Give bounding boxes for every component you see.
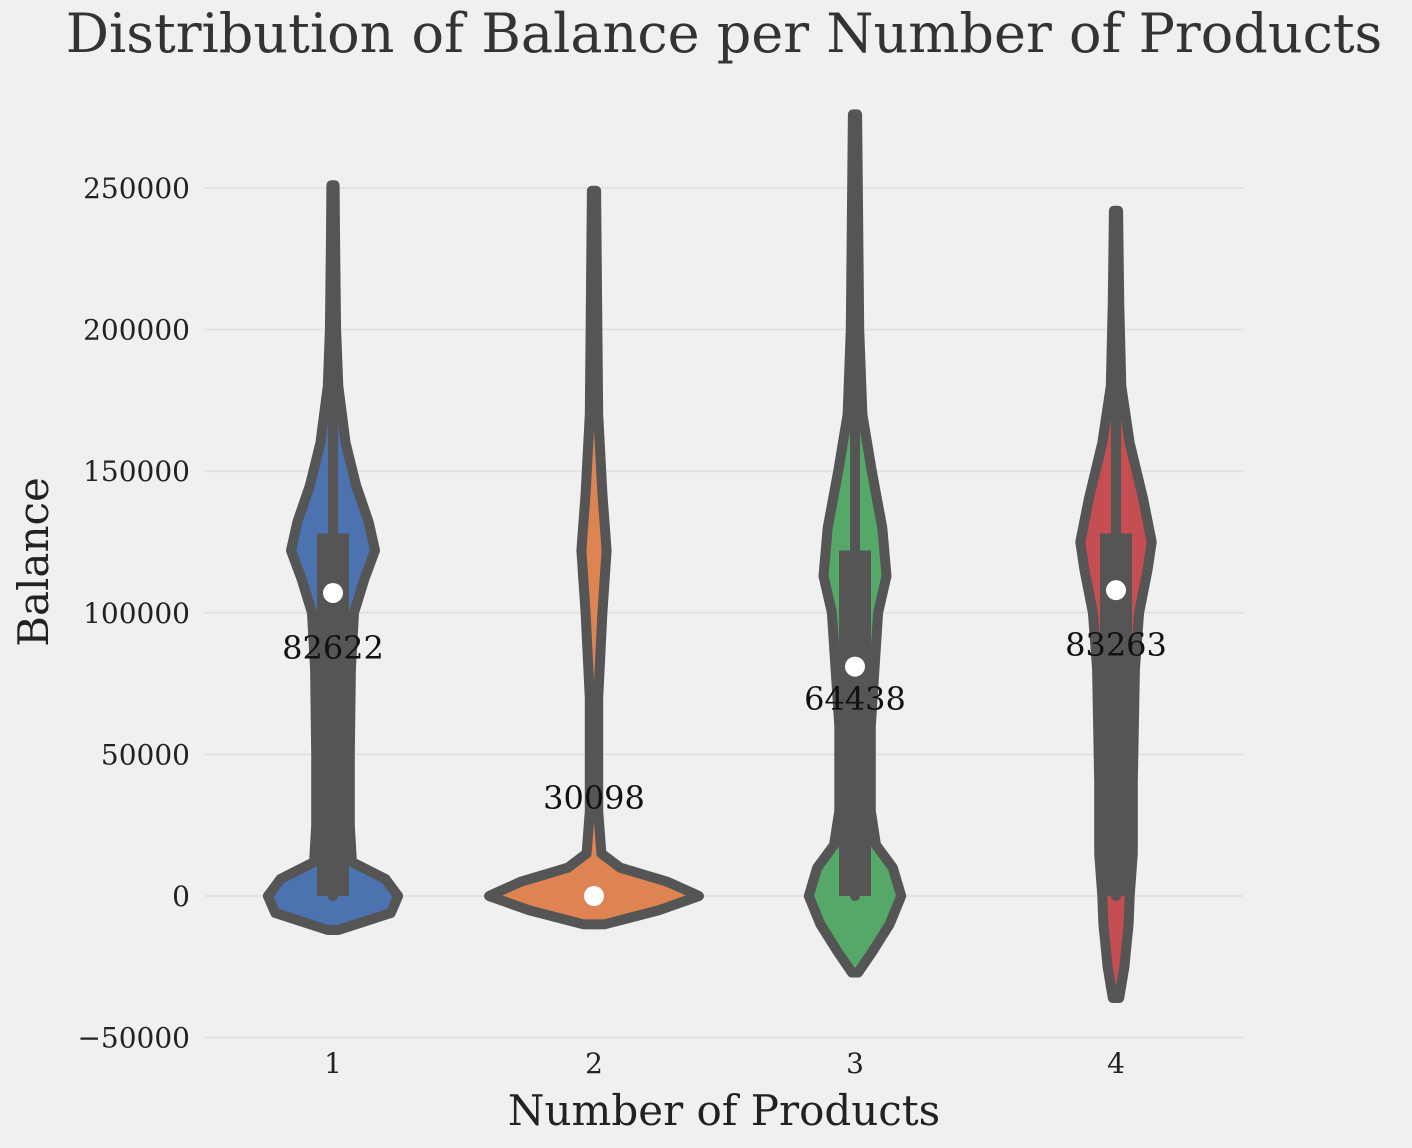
iqr-box	[839, 550, 871, 896]
x-tick-label: 2	[585, 1047, 603, 1080]
annotations: 82622 30098 64438 83263	[282, 626, 1167, 817]
y-tick-label: 250000	[83, 172, 190, 205]
median-dot	[1106, 580, 1126, 601]
mean-annotation: 83263	[1065, 626, 1167, 664]
median-dot	[584, 886, 604, 906]
x-tick-label: 4	[1107, 1047, 1125, 1080]
y-tick-label: 100000	[83, 597, 190, 630]
violin-body	[484, 185, 704, 930]
y-axis-label: Balance	[9, 477, 58, 647]
violins	[262, 109, 1157, 1003]
x-axis-label: Number of Products	[508, 1086, 941, 1135]
median-dot	[323, 582, 343, 603]
y-tick-label: −50000	[77, 1022, 190, 1055]
x-tick-label: 1	[324, 1047, 342, 1080]
y-tick-label: 0	[172, 880, 190, 913]
mean-annotation: 64438	[804, 680, 906, 718]
y-tick-label: 150000	[83, 455, 190, 488]
mean-annotation: 30098	[543, 779, 645, 817]
mean-annotation: 82622	[282, 629, 384, 667]
x-tick-label: 3	[846, 1047, 864, 1080]
chart-title: Distribution of Balance per Number of Pr…	[66, 2, 1383, 65]
x-tick-labels: 1 2 3 4	[324, 1047, 1125, 1080]
y-tick-label: 200000	[83, 314, 190, 347]
median-dot	[845, 656, 865, 677]
y-tick-label: 50000	[101, 738, 190, 771]
y-tick-labels: −50000 0 50000 100000 150000 200000 250000	[77, 172, 190, 1055]
